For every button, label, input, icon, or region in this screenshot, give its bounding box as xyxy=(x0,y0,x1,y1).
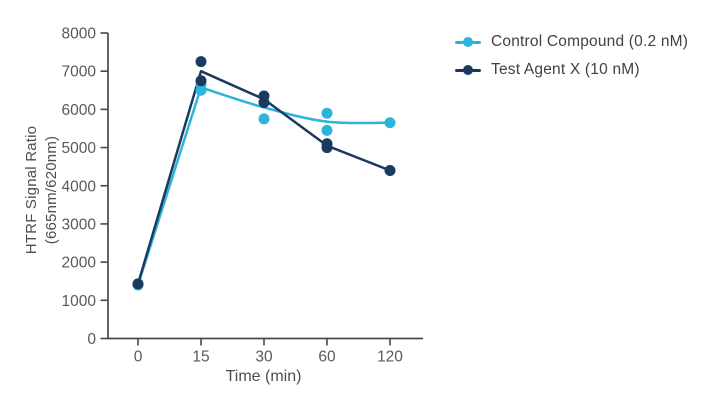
y-tick-label: 3000 xyxy=(62,216,97,233)
data-point-control xyxy=(384,117,396,129)
data-point-test-agent xyxy=(195,75,207,87)
y-tick-label: 6000 xyxy=(62,102,97,119)
data-point-test-agent xyxy=(132,278,144,290)
data-point-control xyxy=(321,124,333,136)
y-tick-label: 7000 xyxy=(62,64,97,81)
data-point-control xyxy=(195,84,207,96)
legend: Control Compound (0.2 nM) Test Agent X (… xyxy=(455,33,688,79)
data-point-control xyxy=(258,113,270,125)
y-tick-label: 0 xyxy=(87,331,96,348)
legend-marker-control-icon xyxy=(455,36,481,48)
x-axis-title: Time (min) xyxy=(225,368,302,385)
y-axis-title-line1: HTRF Signal Ratio xyxy=(23,125,40,255)
data-point-test-agent xyxy=(195,56,207,68)
y-tick-label: 8000 xyxy=(62,26,97,43)
y-axis-title: HTRF Signal Ratio (665nm/620nm) xyxy=(22,70,62,310)
x-tick-label: 15 xyxy=(192,349,209,366)
series-line-control xyxy=(136,86,391,286)
legend-dot-test-agent-icon xyxy=(463,65,473,75)
x-tick-label: 120 xyxy=(377,349,403,366)
axis-spines xyxy=(107,33,423,340)
data-point-test-agent xyxy=(321,142,333,154)
legend-dot-control-icon xyxy=(463,37,473,47)
y-tick-label: 1000 xyxy=(62,293,97,310)
data-point-test-agent xyxy=(258,97,270,109)
legend-label-test-agent: Test Agent X (10 nM) xyxy=(491,61,640,78)
data-point-control xyxy=(321,107,333,119)
y-tick-label: 5000 xyxy=(62,140,97,157)
y-axis-title-line2: (665nm/620nm) xyxy=(43,135,60,245)
y-tick-label: 2000 xyxy=(62,255,97,272)
data-point-test-agent xyxy=(384,164,396,176)
legend-label-control: Control Compound (0.2 nM) xyxy=(491,33,689,50)
x-tick-label: 30 xyxy=(255,349,273,366)
x-tick-label: 60 xyxy=(318,349,336,366)
legend-marker-test-agent-icon xyxy=(455,64,481,76)
legend-item-test-agent: Test Agent X (10 nM) xyxy=(455,61,688,79)
x-tick-label: 0 xyxy=(134,349,143,366)
legend-item-control: Control Compound (0.2 nM) xyxy=(455,33,688,51)
y-tick-label: 4000 xyxy=(62,178,97,195)
